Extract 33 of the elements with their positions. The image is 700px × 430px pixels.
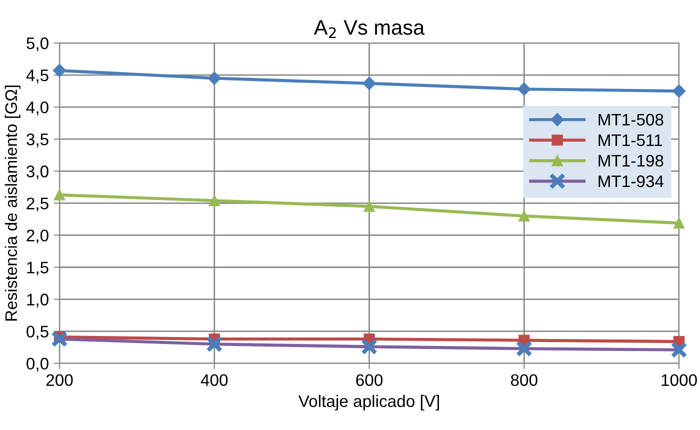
x-tick-label: 600 [356, 374, 383, 386]
y-tick-label: 4,0 [26, 101, 48, 116]
chart-title: A$_{2}$ Vs masa [314, 20, 425, 38]
legend-label: MT1-198 [598, 154, 664, 167]
legend-label: MT1-511 [598, 134, 662, 146]
point [673, 217, 685, 229]
y-tick-label: 1,5 [27, 262, 48, 276]
x-tick-label: 200 [46, 374, 73, 386]
y-tick-label: 2,0 [26, 230, 48, 244]
x-tick-label: 400 [200, 374, 228, 386]
point [364, 200, 375, 212]
point [672, 84, 686, 98]
point [54, 189, 66, 200]
point [362, 76, 376, 90]
y-tick-label: 2,5 [26, 198, 48, 212]
y-tick-label: 3,0 [26, 166, 48, 180]
y-tick-label: 0,5 [26, 326, 48, 340]
x-axis-title: Voltaje aplicado [V] [298, 394, 439, 410]
y-tick-label: 1,0 [27, 294, 48, 308]
y-axis-title: Resistencia de aislamiento [GΩ] [4, 86, 20, 321]
y-tick-label: 4,5 [26, 70, 48, 84]
legend-label: MT1-508 [598, 114, 664, 126]
point [208, 72, 221, 85]
y-tick-label: 5,0 [26, 37, 48, 52]
point [208, 195, 220, 206]
y-tick-label: 3,5 [26, 134, 48, 148]
x-tick-label: 1000 [662, 374, 697, 386]
legend-label: MT1-934 [598, 175, 664, 188]
point [52, 64, 66, 78]
x-tick-label: 800 [510, 374, 538, 386]
point [518, 210, 530, 222]
point [518, 82, 531, 96]
y-tick-label: 0,0 [26, 358, 48, 372]
